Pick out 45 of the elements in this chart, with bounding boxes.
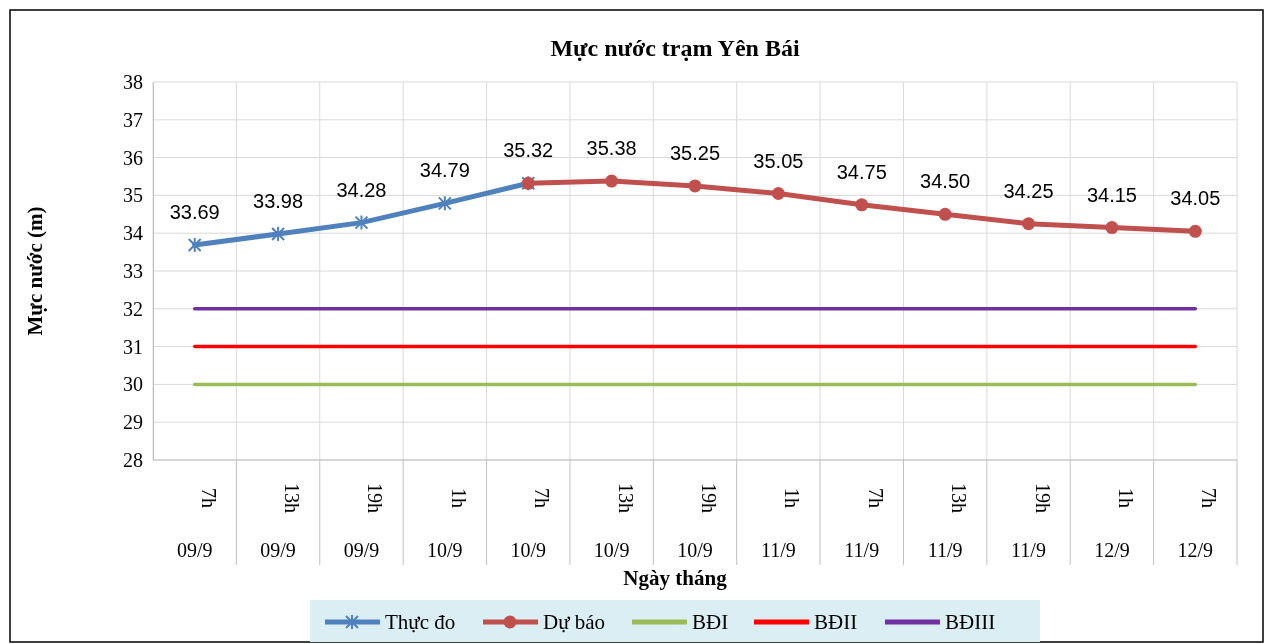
- y-tick-label: 35: [123, 184, 143, 207]
- data-label: 34.50: [920, 170, 971, 193]
- chart-title: Mực nước trạm Yên Bái: [550, 35, 800, 61]
- category-label: 13h 11/9: [927, 483, 971, 561]
- y-tick-label: 38: [123, 70, 143, 93]
- x-axis-title: Ngày tháng: [623, 566, 728, 590]
- category-label: 19h 09/9: [343, 483, 387, 561]
- y-tick-label: 29: [123, 411, 143, 434]
- data-label: 35.32: [503, 139, 554, 162]
- category-label: 7h 12/9: [1177, 488, 1221, 561]
- y-tick-label: 37: [123, 108, 143, 131]
- data-label: 34.15: [1086, 183, 1137, 206]
- data-label: 34.79: [419, 159, 470, 182]
- data-label: 34.75: [836, 160, 887, 183]
- legend-label: BĐIII: [945, 610, 996, 634]
- data-label: 34.05: [1170, 187, 1221, 210]
- legend-label: BĐI: [692, 610, 729, 634]
- category-label: 1h 12/9: [1094, 488, 1137, 561]
- y-tick-label: 36: [123, 146, 143, 169]
- legend-label: Dự báo: [543, 610, 606, 634]
- y-tick-label: 28: [123, 448, 143, 471]
- data-label: 35.38: [586, 137, 637, 160]
- data-label: 34.28: [336, 178, 387, 201]
- category-label: 19h 10/9: [677, 483, 720, 561]
- data-label: 35.25: [669, 141, 721, 164]
- legend-label: Thực đo: [385, 610, 456, 634]
- category-label: 19h 11/9: [1011, 483, 1054, 561]
- data-label: 33.98: [253, 189, 304, 212]
- category-label: 7h 11/9: [844, 488, 887, 561]
- y-tick-label: 33: [123, 259, 143, 282]
- category-label: 1h 11/9: [760, 488, 804, 561]
- y-tick-label: 31: [123, 335, 143, 358]
- category-label: 13h 10/9: [593, 483, 637, 561]
- data-label: 35.05: [753, 149, 804, 172]
- y-tick-label: 30: [123, 373, 143, 396]
- category-label: 13h 09/9: [260, 483, 304, 561]
- category-label: 1h 10/9: [427, 488, 470, 561]
- category-label: 7h 09/9: [176, 488, 220, 561]
- y-tick-label: 34: [123, 222, 143, 245]
- y-tick-label: 32: [123, 297, 143, 320]
- data-label: 33.69: [169, 200, 220, 223]
- y-axis-title: Mực nước (m): [23, 206, 47, 336]
- legend-label: BĐII: [814, 610, 858, 634]
- category-label: 7h 10/9: [510, 488, 554, 561]
- data-label: 34.25: [1003, 179, 1054, 202]
